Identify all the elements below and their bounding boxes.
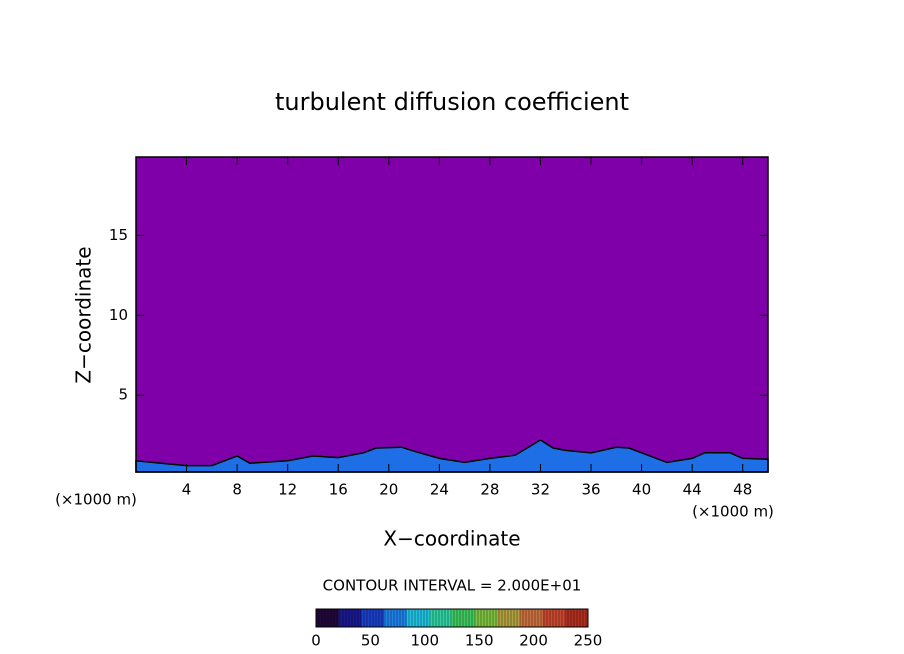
- x-tick-label: 4: [182, 481, 192, 499]
- x-axis-label: X−coordinate: [383, 527, 520, 551]
- y-axis-label: Z−coordinate: [72, 246, 96, 383]
- x-tick-label: 8: [232, 481, 242, 499]
- colorbar-segment: [520, 609, 544, 627]
- plot-frame: [135, 156, 769, 473]
- y-tick-label: 15: [109, 226, 128, 244]
- x-tick-label: 36: [581, 481, 600, 499]
- y-tick-label: 5: [118, 386, 128, 404]
- colorbar-segment: [384, 609, 408, 627]
- contour-area: [135, 439, 769, 473]
- x-tick-label: 40: [632, 481, 651, 499]
- colorbar-segment: [452, 609, 476, 627]
- contour-interval: CONTOUR INTERVAL = 2.000E+01: [323, 577, 582, 595]
- colorbar-frame: [315, 608, 589, 628]
- x-unit: (×1000 m): [692, 503, 774, 521]
- field-background: [136, 157, 768, 472]
- colorbar-tick-label: 250: [574, 632, 603, 650]
- x-tick-label: 16: [329, 481, 348, 499]
- colorbar-tick-label: 200: [519, 632, 548, 650]
- colorbar-segment: [338, 609, 362, 627]
- x-tick-label: 24: [430, 481, 449, 499]
- colorbar-tick-label: 50: [361, 632, 380, 650]
- x-tick-label: 28: [480, 481, 499, 499]
- colorbar-tick-label: 100: [410, 632, 439, 650]
- chart-title: turbulent diffusion coefficient: [275, 88, 629, 116]
- colorbar-tick-label: 0: [311, 632, 321, 650]
- x-tick-label: 20: [379, 481, 398, 499]
- colorbar-segment: [474, 609, 498, 627]
- colorbar-segment: [497, 609, 521, 627]
- x-tick-label: 32: [531, 481, 550, 499]
- colorbar-segment: [316, 609, 340, 627]
- y-tick-label: 10: [109, 306, 128, 324]
- x-tick-label: 12: [278, 481, 297, 499]
- colorbar-segment: [429, 609, 453, 627]
- y-unit: (×1000 m): [55, 491, 137, 509]
- x-tick-label: 48: [733, 481, 752, 499]
- colorbar-tick-label: 150: [465, 632, 494, 650]
- x-tick-label: 44: [683, 481, 702, 499]
- colorbar-segment: [542, 609, 566, 627]
